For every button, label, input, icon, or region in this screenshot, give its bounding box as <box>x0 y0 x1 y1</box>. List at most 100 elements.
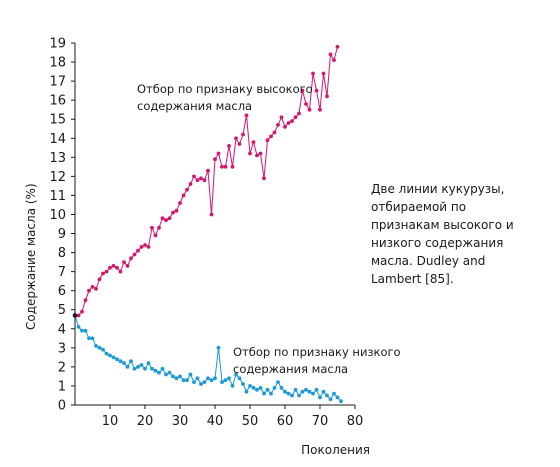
series-2-point <box>188 372 193 377</box>
series-1-point <box>104 269 109 274</box>
series-2-point <box>265 387 270 392</box>
series-2-point <box>76 325 81 329</box>
series-2-point <box>153 368 158 373</box>
series-2-point <box>125 365 130 369</box>
series-2-point <box>83 328 88 333</box>
series-1-point <box>241 132 245 137</box>
series-1-point <box>244 113 249 118</box>
y-tick-label: 7 <box>58 265 66 280</box>
series-2-point <box>136 365 140 369</box>
series-2-point <box>202 380 207 384</box>
series-2-point <box>272 386 277 390</box>
series-2-point <box>241 382 245 386</box>
series-1-point <box>328 52 333 57</box>
series-1-point <box>181 193 186 198</box>
y-tick-label: 17 <box>49 75 66 90</box>
annotation-high-line-1: Отбор по признаку высокого <box>137 82 313 96</box>
series-2-point <box>164 372 168 377</box>
series-1-point <box>76 313 81 318</box>
series-2-point <box>122 361 126 365</box>
series-1-point <box>227 144 231 148</box>
series-2-point <box>230 384 235 388</box>
series-2-point <box>297 393 301 398</box>
series-1-point <box>255 153 259 158</box>
series-1-point <box>90 285 95 289</box>
series-2-point <box>192 380 196 384</box>
series-2-point <box>311 391 315 396</box>
y-tick-label: 0 <box>58 399 66 414</box>
series-1-point <box>94 286 98 291</box>
series-1-point <box>122 260 126 264</box>
series-2-point <box>244 389 249 394</box>
series-2-point <box>237 376 242 381</box>
x-tick-label: 70 <box>312 414 329 429</box>
series-1-point <box>223 164 228 169</box>
series-1-point <box>192 174 196 179</box>
series-1-point <box>265 138 270 143</box>
y-tick-label: 16 <box>49 94 66 109</box>
series-2-point <box>185 378 189 383</box>
series-2-point <box>339 399 343 404</box>
series-2-point <box>255 387 259 392</box>
series-2-point <box>223 378 228 383</box>
y-tick-label: 6 <box>58 284 66 299</box>
x-axis-title: Поколения <box>301 443 370 457</box>
series-2-point <box>90 336 95 341</box>
series-2-point <box>262 391 266 396</box>
series-1-point <box>290 119 294 123</box>
series-1-point <box>216 151 221 156</box>
series-1-point <box>220 164 224 169</box>
series-1-point <box>125 264 130 268</box>
series-2-point <box>258 386 263 390</box>
annotation-low-line-2: содержания масла <box>233 362 348 376</box>
series-2-point <box>227 376 231 381</box>
series-2-point <box>290 393 294 398</box>
series-2-point <box>300 389 305 394</box>
x-tick-label: 10 <box>102 414 119 429</box>
annotation-low-line-1: Отбор по признаку низкого <box>233 345 401 359</box>
series-1-point <box>276 123 280 127</box>
series-1-point <box>146 245 151 249</box>
series-1-point <box>136 248 140 253</box>
series-layer <box>72 44 343 404</box>
series-1-point <box>314 88 319 93</box>
series-1-point <box>311 71 315 76</box>
series-2-point <box>143 366 147 371</box>
series-1-point <box>132 252 137 257</box>
y-axis-title: Содержание масла (%) <box>24 183 38 330</box>
series-1-point <box>332 58 336 62</box>
series-2-point <box>293 387 298 392</box>
series-1-point <box>251 140 256 145</box>
series-1-point <box>206 168 210 173</box>
series-2-point <box>248 384 252 388</box>
series-2-point <box>174 376 179 381</box>
x-tick-label: 80 <box>347 414 364 429</box>
series-1-point <box>157 225 161 230</box>
series-1-point <box>164 218 168 223</box>
series-1-point <box>202 178 207 183</box>
series-2-point <box>307 389 312 394</box>
series-2-point <box>269 391 273 396</box>
series-1-point <box>300 88 305 93</box>
series-1-point <box>111 264 116 268</box>
series-1-point <box>269 134 273 139</box>
series-2-point <box>150 366 154 371</box>
series-2-point <box>87 336 91 341</box>
series-2-point <box>115 357 119 362</box>
series-1-point <box>174 208 179 213</box>
series-1-point <box>167 216 172 221</box>
y-tick-label: 15 <box>49 113 66 128</box>
series-2-point <box>195 376 200 381</box>
series-2-point <box>321 389 326 394</box>
series-2-point <box>206 376 210 381</box>
series-1-point <box>83 298 88 303</box>
series-1-point <box>230 164 235 169</box>
series-1-point <box>188 182 193 186</box>
y-tick-label: 4 <box>58 322 66 337</box>
series-2-point <box>94 344 98 348</box>
series-1-point <box>97 277 102 282</box>
series-2-point <box>118 359 123 364</box>
series-1-point <box>171 210 175 215</box>
series-1-point <box>234 136 238 141</box>
